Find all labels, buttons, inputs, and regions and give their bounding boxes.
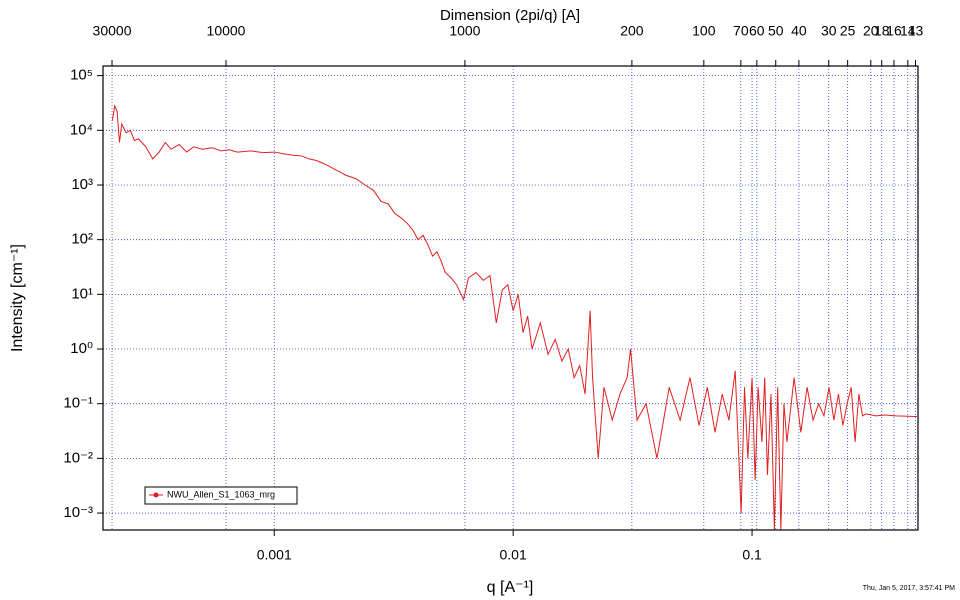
legend-label: NWU_Allen_S1_1063_mrg [167, 489, 275, 499]
top-tick-label: 25 [840, 23, 856, 39]
y-tick-label: 10⁻¹ [63, 395, 93, 412]
y-tick-label: 10² [71, 231, 93, 248]
y-tick-label: 10¹ [71, 285, 93, 302]
top-tick-label: 30 [821, 23, 837, 39]
top-tick-label: 13 [908, 23, 924, 39]
legend-marker [153, 492, 159, 498]
top-tick-label: 100 [692, 23, 716, 39]
y-tick-label: 10⁻² [63, 449, 93, 466]
top-tick-label: 200 [620, 23, 644, 39]
y-tick-label: 10³ [71, 176, 93, 193]
data-line [111, 104, 917, 530]
top-tick-label: 16 [886, 23, 902, 39]
top-tick-label: 70 [733, 23, 749, 39]
y-tick-label: 10⁴ [70, 121, 93, 138]
top-tick-label: 30000 [93, 23, 132, 39]
top-tick-label: 18 [874, 23, 890, 39]
plot-frame [102, 65, 919, 531]
top-tick-label: 14 [900, 23, 916, 39]
timestamp: Thu, Jan 5, 2017, 3:57:41 PM [863, 585, 955, 592]
top-tick-label: 20 [863, 23, 879, 39]
x-tick-label: 0.001 [257, 547, 292, 563]
top-tick-label: 1000 [449, 23, 480, 39]
x-axis-title: q [A⁻¹] [487, 579, 534, 596]
y-axis-title: Intensity [cm⁻¹] [9, 244, 26, 352]
x-tick-label: 0.01 [500, 547, 527, 563]
y-tick-label: 10⁰ [70, 340, 93, 357]
top-tick-label: 40 [791, 23, 807, 39]
legend-box [144, 486, 298, 505]
y-tick-label: 10⁵ [70, 67, 93, 84]
top-tick-label: 10000 [207, 23, 246, 39]
top-tick-label: 50 [768, 23, 784, 39]
y-tick-label: 10⁻³ [63, 504, 93, 521]
x-tick-label: 0.1 [742, 547, 762, 563]
top-axis-title: Dimension (2pi/q) [A] [440, 7, 580, 24]
top-tick-label: 60 [749, 23, 765, 39]
